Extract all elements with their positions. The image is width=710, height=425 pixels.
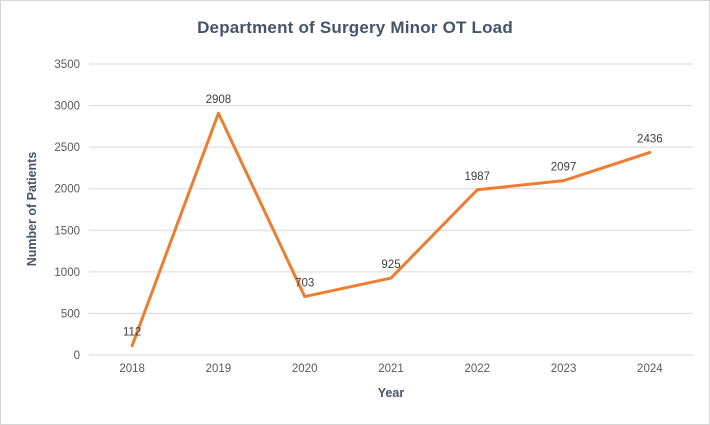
data-point-label: 2908 — [206, 94, 232, 106]
series-line — [130, 111, 652, 348]
y-axis-title: Number of Patients — [25, 151, 39, 267]
x-tick-label: 2019 — [206, 363, 232, 375]
y-tick-label: 3500 — [54, 59, 80, 71]
data-point-label: 925 — [381, 259, 400, 271]
x-tick-label: 2022 — [464, 363, 490, 375]
y-tick-label: 3000 — [54, 101, 80, 113]
data-point-label: 2436 — [637, 133, 663, 145]
chart-title: Department of Surgery Minor OT Load — [197, 18, 513, 37]
y-tick-label: 2500 — [54, 142, 80, 154]
x-axis-title: Year — [377, 386, 405, 400]
data-point-label: 703 — [295, 278, 314, 290]
x-tick-label: 2024 — [637, 363, 663, 375]
data-point-label: 112 — [123, 327, 141, 339]
data-point-label: 1987 — [464, 171, 490, 183]
x-tick-label: 2018 — [119, 363, 145, 375]
x-tick-label: 2021 — [378, 363, 404, 375]
y-tick-label: 2000 — [54, 184, 80, 196]
data-point-label: 2097 — [551, 162, 577, 174]
x-tick-label: 2023 — [551, 363, 577, 375]
x-tick-label: 2020 — [292, 363, 318, 375]
y-tick-label: 1500 — [54, 225, 80, 237]
y-tick-label: 500 — [61, 308, 80, 320]
y-tick-label: 0 — [74, 350, 80, 362]
y-tick-label: 1000 — [54, 267, 80, 279]
